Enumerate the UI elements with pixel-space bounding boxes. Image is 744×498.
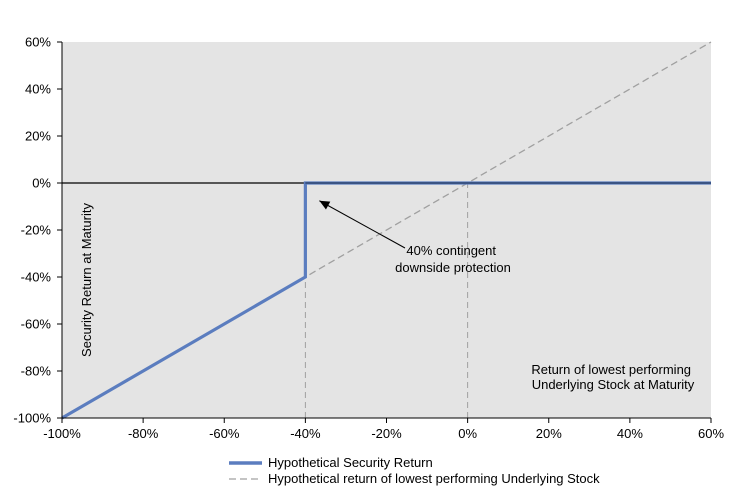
- annotation-text: 40% contingent downside protection: [395, 243, 511, 275]
- y-tick-label: -20%: [21, 223, 52, 238]
- annotation-arrow: [319, 200, 406, 249]
- x-tick-label: -80%: [128, 426, 159, 441]
- x-axis-ticks: -100% -80% -60% -40% -20% 0% 20% 40% 60%: [43, 418, 724, 441]
- x-axis-label-line-1: Return of lowest performing: [531, 362, 691, 377]
- x-tick-label: 40%: [617, 426, 643, 441]
- annotation-arrowhead: [319, 200, 331, 210]
- x-axis-label: Return of lowest performing Underlying S…: [531, 362, 694, 392]
- annotation-line-2: downside protection: [395, 260, 511, 275]
- x-tick-label: -40%: [290, 426, 321, 441]
- y-tick-label: 60%: [25, 35, 51, 50]
- y-tick-label: -60%: [21, 317, 52, 332]
- y-axis-label: Security Return at Maturity: [79, 203, 94, 357]
- y-tick-label: 0%: [32, 176, 51, 191]
- x-tick-label: -20%: [371, 426, 402, 441]
- y-tick-label: 20%: [25, 129, 51, 144]
- y-tick-label: 40%: [25, 82, 51, 97]
- x-tick-label: 20%: [536, 426, 562, 441]
- x-tick-label: 0%: [458, 426, 477, 441]
- x-tick-label: 60%: [698, 426, 724, 441]
- series-layer: [61, 41, 712, 420]
- y-tick-label: -40%: [21, 270, 52, 285]
- x-tick-label: -100%: [43, 426, 81, 441]
- legend: Hypothetical Security Return Hypothetica…: [229, 455, 600, 486]
- y-tick-label: -80%: [21, 364, 52, 379]
- annotation-line-1: 40% contingent: [406, 243, 496, 258]
- legend-label-stock: Hypothetical return of lowest performing…: [268, 471, 600, 486]
- x-axis-label-line-2: Underlying Stock at Maturity: [532, 377, 695, 392]
- annotation: 40% contingent downside protection: [319, 200, 511, 275]
- legend-label-security: Hypothetical Security Return: [268, 455, 433, 470]
- y-tick-label: -100%: [13, 411, 51, 426]
- y-axis-ticks: -100% -80% -60% -40% -20% 0% 20% 40% 60%: [13, 35, 62, 426]
- x-tick-label: -60%: [209, 426, 240, 441]
